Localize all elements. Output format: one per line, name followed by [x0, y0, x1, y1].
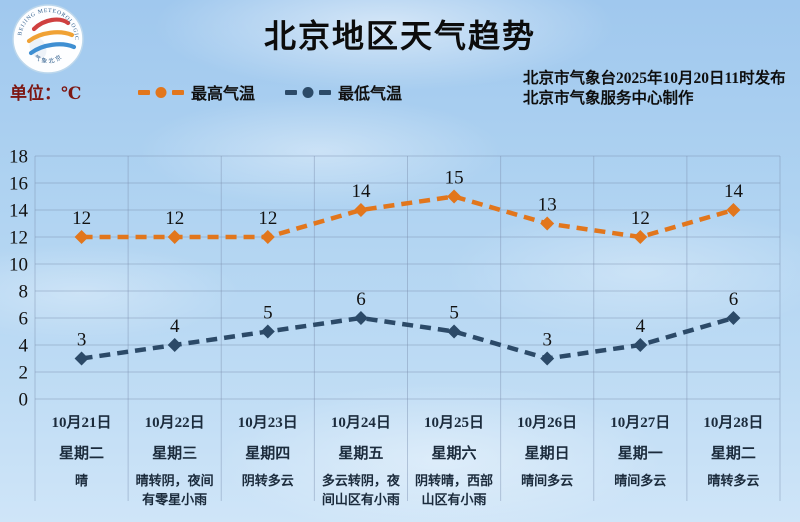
y-tick-label: 10 — [9, 255, 28, 276]
publisher-info: 北京市气象台2025年10月20日11时发布 北京市气象服务中心制作 — [523, 69, 786, 109]
unit-label: 单位：℃ — [10, 84, 82, 103]
min-temp-point-4 — [447, 324, 462, 339]
x-label-weather: 晴转多云 — [707, 473, 760, 488]
max-temp-value-5: 13 — [538, 195, 557, 216]
x-label-weekday: 星期二 — [59, 446, 105, 462]
min-temp-point-6 — [633, 338, 648, 352]
x-label-weekday: 星期日 — [524, 446, 570, 462]
max-temp-value-3: 14 — [351, 181, 371, 202]
logo-blue-arc — [28, 42, 77, 56]
min-temp-value-2: 5 — [263, 303, 273, 324]
x-label-date: 10月27日 — [610, 415, 671, 431]
min-temp-point-0 — [74, 351, 89, 366]
publisher-line-1: 北京市气象台2025年10月20日11时发布 — [523, 70, 786, 87]
x-label-date: 10月26日 — [517, 415, 578, 431]
x-label-weather: 晴间多云 — [521, 473, 574, 488]
max-temp-value-1: 12 — [165, 208, 184, 229]
x-label-weekday: 星期六 — [431, 446, 477, 462]
x-label-date: 10月25日 — [424, 415, 485, 431]
x-label-weather: 晴 — [75, 473, 89, 488]
logo-orange-arc — [26, 30, 75, 44]
max-temp-point-5 — [540, 216, 555, 231]
x-label-column-1: 10月22日 星期三晴转阴，夜间 有零星小雨 — [128, 400, 221, 507]
x-label-weekday: 星期二 — [710, 446, 756, 462]
max-temp-value-4: 15 — [445, 168, 464, 189]
x-label-date: 10月22日 — [144, 415, 205, 431]
max-temp-value-0: 12 — [72, 208, 91, 229]
y-tick-label: 0 — [19, 390, 29, 411]
x-label-date: 10月23日 — [237, 415, 298, 431]
x-axis-labels: 10月21日 星期二晴 10月22日 星期三 晴转阴，夜间 有零星小雨 10月23日 星期四阴… — [35, 400, 780, 507]
x-label-column-5: 10月26日 星期日晴间多云 — [501, 400, 594, 502]
min-temp-line-sample-icon — [285, 86, 332, 98]
min-temp-point-2 — [260, 324, 275, 339]
x-label-weekday: 星期四 — [245, 446, 291, 462]
y-tick-label: 8 — [19, 282, 29, 303]
legend-label-min-temp: 最低气温 — [338, 86, 403, 103]
min-temp-value-1: 4 — [170, 316, 180, 337]
y-tick-label: 14 — [9, 201, 29, 222]
y-tick-label: 2 — [19, 363, 29, 384]
x-label-weather: 阴转晴，西部 山区有小雨 — [415, 473, 494, 507]
logo-red-arc — [31, 17, 71, 32]
y-tick-label: 16 — [9, 174, 28, 195]
x-label-weather: 晴间多云 — [614, 473, 667, 488]
max-temp-value-2: 12 — [258, 208, 277, 229]
min-temp-point-1 — [167, 338, 182, 352]
legend-item-max-temp: 最高气温 — [138, 80, 255, 104]
max-temp-value-6: 12 — [631, 208, 650, 229]
x-label-column-4: 10月25日 星期六阴转晴，西部 山区有小雨 — [408, 400, 501, 507]
max-temp-value-7: 14 — [724, 181, 744, 202]
y-tick-label: 4 — [19, 336, 29, 357]
min-temp-point-5 — [540, 351, 555, 366]
x-label-date: 10月28日 — [703, 415, 764, 431]
page-title: 北京地区天气趋势 — [263, 18, 536, 54]
x-label-weekday: 星期五 — [338, 446, 384, 462]
publisher-line-2: 北京市气象服务中心制作 — [523, 90, 694, 107]
y-tick-label: 6 — [19, 309, 29, 330]
x-label-column-7: 10月28日 星期二晴转多云 — [687, 400, 780, 502]
max-temp-point-7 — [726, 203, 741, 217]
y-tick-label: 18 — [9, 147, 28, 168]
x-label-weekday: 星期一 — [617, 446, 663, 462]
max-temp-point-1 — [167, 230, 182, 244]
min-temp-line — [81, 315, 735, 361]
min-temp-value-7: 6 — [729, 289, 739, 310]
min-temp-value-4: 5 — [449, 303, 459, 324]
x-label-date: 10月24日 — [330, 415, 391, 431]
max-temp-point-2 — [260, 230, 275, 244]
max-temp-point-3 — [353, 203, 368, 217]
min-temp-value-0: 3 — [77, 330, 87, 351]
min-temp-point-3 — [353, 311, 368, 325]
min-temp-point-7 — [726, 311, 741, 325]
x-label-weekday: 星期三 — [152, 446, 198, 462]
x-label-column-3: 10月24日 星期五多云转阴，夜 间山区有小雨 — [314, 400, 407, 507]
max-temp-point-0 — [74, 230, 89, 244]
max-temp-line-sample-icon — [138, 86, 184, 98]
y-tick-label: 12 — [9, 228, 28, 249]
max-temp-point-6 — [633, 230, 648, 244]
min-temp-value-6: 4 — [636, 316, 646, 337]
x-label-column-0: 10月21日 星期二晴 — [35, 400, 128, 502]
x-label-column-2: 10月23日 星期四阴转多云 — [221, 400, 314, 502]
x-label-column-6: 10月27日 星期一晴间多云 — [594, 400, 687, 502]
min-temp-value-5: 3 — [542, 330, 552, 351]
x-label-weather: 晴转阴，夜间 有零星小雨 — [135, 473, 214, 507]
legend-item-min-temp: 最低气温 — [285, 80, 402, 104]
max-temp-line — [81, 194, 735, 240]
x-label-weather: 多云转阴，夜 间山区有小雨 — [321, 473, 400, 507]
legend-label-max-temp: 最高气温 — [191, 86, 256, 103]
x-label-date: 10月21日 — [51, 415, 112, 431]
beijing-meteorological-service-logo: BEIJING METEOROLOGICAL SERVICE 气象北京 — [11, 3, 84, 74]
min-temp-value-3: 6 — [356, 289, 366, 310]
x-label-weather: 阴转多云 — [241, 473, 294, 488]
max-temp-point-4 — [447, 189, 462, 204]
legend: 最高气温 最低气温 — [138, 80, 402, 104]
